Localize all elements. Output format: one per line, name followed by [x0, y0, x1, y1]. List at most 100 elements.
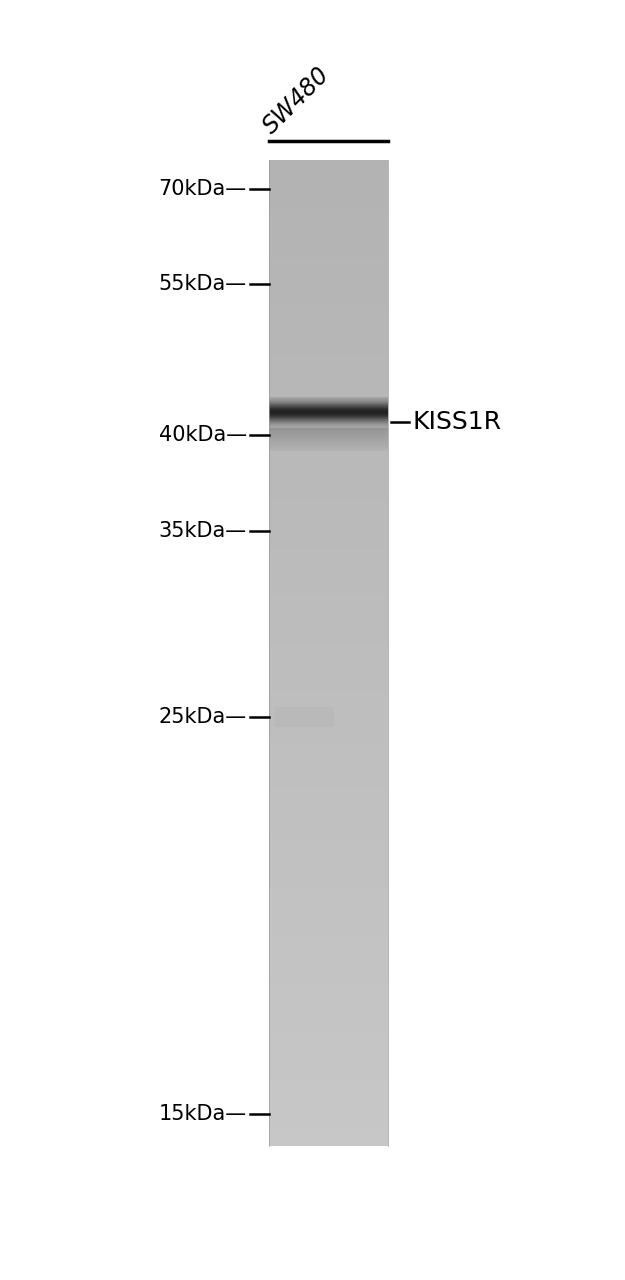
Bar [269, 618, 388, 621]
Bar [269, 515, 388, 517]
Bar [269, 680, 388, 682]
Bar [269, 1143, 388, 1146]
Bar [269, 623, 388, 626]
Bar [269, 362, 388, 365]
Bar [269, 1044, 388, 1047]
Bar [269, 1116, 388, 1119]
Bar [269, 895, 388, 897]
Bar [269, 165, 388, 168]
Bar [269, 586, 388, 589]
Bar [269, 557, 388, 559]
Bar [269, 554, 388, 557]
Bar [269, 271, 388, 274]
Text: 15kDa—: 15kDa— [159, 1103, 247, 1124]
Bar [269, 599, 388, 602]
Bar [269, 246, 388, 248]
Bar [269, 613, 388, 616]
Bar [269, 828, 388, 831]
Bar [269, 764, 388, 767]
Bar [269, 219, 388, 221]
Bar [269, 1007, 388, 1010]
Bar [269, 224, 388, 227]
Bar [269, 306, 388, 307]
Bar [269, 759, 388, 762]
Bar [269, 1064, 388, 1066]
Bar [269, 739, 388, 741]
Bar [269, 547, 388, 549]
Bar [269, 207, 388, 209]
Bar [269, 211, 388, 214]
Bar [269, 495, 388, 498]
Bar [269, 835, 388, 837]
Bar [269, 1111, 388, 1114]
Bar [269, 741, 388, 744]
Bar [269, 887, 388, 890]
Bar [269, 468, 388, 471]
Bar [269, 439, 388, 440]
Bar [269, 234, 388, 237]
Bar [269, 707, 388, 709]
Bar [269, 394, 388, 397]
Bar [269, 1089, 388, 1092]
Bar [269, 227, 388, 229]
Bar [269, 463, 388, 466]
Bar [269, 596, 388, 599]
Bar [269, 1028, 388, 1030]
Bar [269, 1108, 388, 1111]
Bar [269, 163, 388, 165]
Bar [269, 1121, 388, 1124]
Bar [269, 387, 388, 389]
Bar [269, 1050, 388, 1052]
Bar [269, 298, 388, 301]
Bar [269, 701, 388, 704]
Bar [269, 685, 388, 687]
Bar [269, 539, 388, 541]
Bar [269, 1074, 388, 1076]
Bar [269, 951, 388, 954]
Bar [269, 1023, 388, 1025]
Bar [269, 535, 388, 538]
Bar [269, 608, 388, 611]
Bar [269, 867, 388, 869]
Bar [269, 636, 388, 637]
Bar [269, 429, 388, 431]
Bar [269, 1079, 388, 1082]
Bar [269, 424, 388, 426]
Bar [269, 818, 388, 820]
Bar [269, 453, 388, 456]
Bar [269, 461, 388, 463]
Bar [269, 730, 388, 732]
Bar [269, 475, 388, 477]
Bar [269, 259, 388, 261]
Bar [269, 948, 388, 951]
Bar [269, 991, 388, 993]
Bar [269, 374, 388, 376]
Bar [269, 1106, 388, 1108]
Text: KISS1R: KISS1R [412, 411, 501, 434]
Bar [269, 509, 388, 512]
Bar [269, 1012, 388, 1015]
Bar [269, 275, 388, 278]
Bar [269, 916, 388, 919]
Bar [269, 1010, 388, 1012]
Bar [269, 709, 388, 712]
Bar [269, 349, 388, 352]
Bar [269, 170, 388, 173]
Bar [269, 801, 388, 803]
Text: 55kDa—: 55kDa— [159, 274, 247, 294]
Bar [269, 562, 388, 564]
Bar [269, 605, 388, 608]
Bar [269, 805, 388, 808]
Bar [269, 791, 388, 794]
Bar [269, 192, 388, 195]
Bar [269, 520, 388, 522]
Bar [269, 980, 388, 983]
Bar [269, 419, 388, 421]
Bar [269, 195, 388, 197]
Bar [269, 655, 388, 658]
Bar [269, 776, 388, 778]
Bar [269, 884, 388, 887]
Bar [269, 961, 388, 964]
Bar [269, 965, 388, 968]
Bar [269, 451, 388, 453]
